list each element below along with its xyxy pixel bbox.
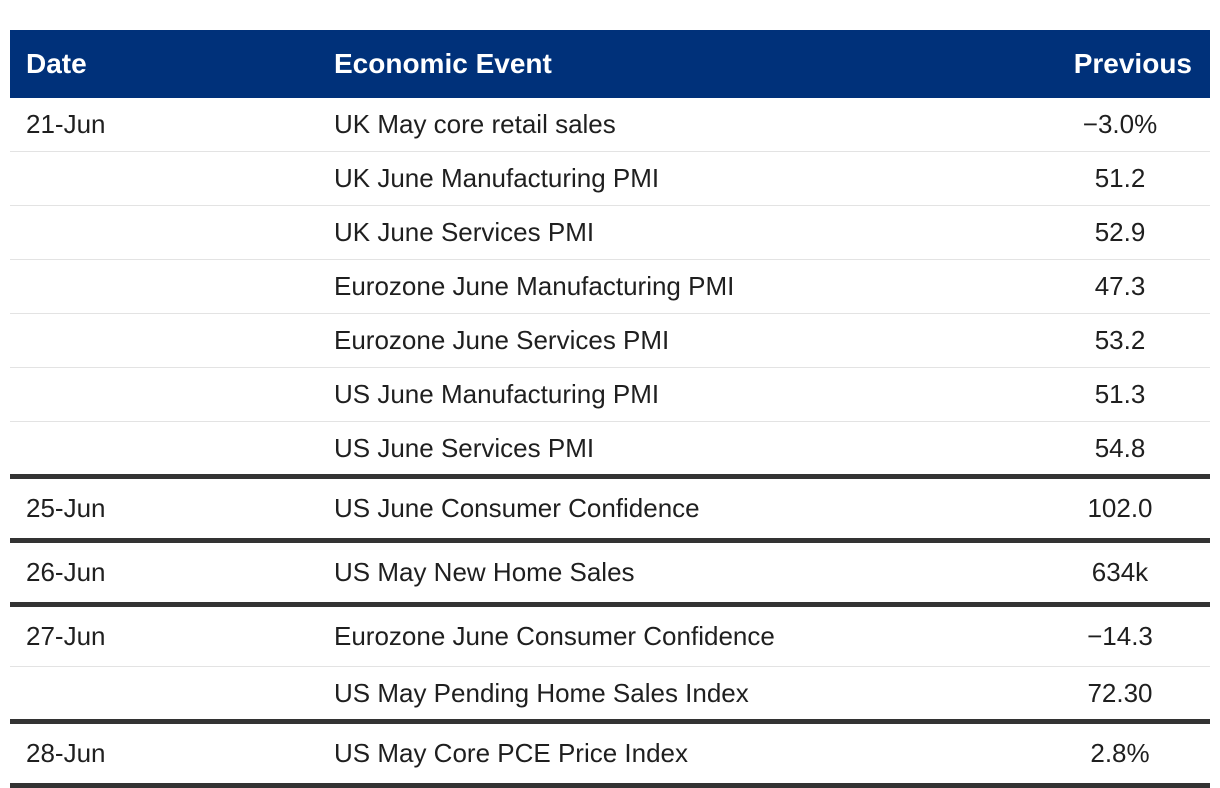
previous-cell: −14.3: [1050, 604, 1210, 667]
previous-cell: 102.0: [1050, 476, 1210, 543]
table-row: 27-Jun Eurozone June Consumer Confidence…: [10, 604, 1210, 667]
previous-cell: 51.2: [1050, 151, 1210, 206]
date-cell: 25-Jun: [10, 476, 318, 543]
economic-calendar: Date Economic Event Previous 21-Jun UK M…: [10, 30, 1210, 788]
table-row: Eurozone June Manufacturing PMI 47.3: [10, 259, 1210, 314]
previous-cell: −3.0%: [1050, 98, 1210, 152]
economic-events-table: Date Economic Event Previous 21-Jun UK M…: [10, 30, 1210, 788]
table-row: US June Manufacturing PMI 51.3: [10, 367, 1210, 422]
previous-cell: 52.9: [1050, 205, 1210, 260]
event-cell: US May New Home Sales: [318, 540, 1050, 607]
table-body: 21-Jun UK May core retail sales −3.0% UK…: [10, 98, 1210, 788]
table-row: UK June Services PMI 52.9: [10, 205, 1210, 260]
table-row: 25-Jun US June Consumer Confidence 102.0: [10, 476, 1210, 543]
event-cell: Eurozone June Consumer Confidence: [318, 604, 1050, 667]
previous-cell: 634k: [1050, 540, 1210, 607]
previous-cell: 54.8: [1050, 421, 1210, 479]
date-cell: [10, 666, 318, 724]
table-row: Eurozone June Services PMI 53.2: [10, 313, 1210, 368]
date-cell: [10, 259, 318, 314]
header-row: Date Economic Event Previous: [10, 30, 1210, 98]
table-row: 21-Jun UK May core retail sales −3.0%: [10, 98, 1210, 152]
date-cell: 21-Jun: [10, 98, 318, 152]
event-cell: US June Services PMI: [318, 421, 1050, 479]
table-row: US May Pending Home Sales Index 72.30: [10, 666, 1210, 724]
header-economic-event: Economic Event: [334, 48, 552, 79]
date-cell: [10, 421, 318, 479]
date-cell: [10, 151, 318, 206]
event-cell: UK June Services PMI: [318, 205, 1050, 260]
event-cell: UK June Manufacturing PMI: [318, 151, 1050, 206]
event-cell: US June Consumer Confidence: [318, 476, 1050, 543]
date-cell: 27-Jun: [10, 604, 318, 667]
event-cell: US May Core PCE Price Index: [318, 721, 1050, 788]
previous-cell: 47.3: [1050, 259, 1210, 314]
event-cell: Eurozone June Services PMI: [318, 313, 1050, 368]
event-cell: US May Pending Home Sales Index: [318, 666, 1050, 724]
event-cell: US June Manufacturing PMI: [318, 367, 1050, 422]
date-cell: [10, 367, 318, 422]
previous-cell: 2.8%: [1050, 721, 1210, 788]
table-row: UK June Manufacturing PMI 51.2: [10, 151, 1210, 206]
date-cell: [10, 313, 318, 368]
date-cell: [10, 205, 318, 260]
event-cell: UK May core retail sales: [318, 98, 1050, 152]
header-date: Date: [26, 48, 87, 79]
header-previous: Previous: [1073, 48, 1192, 79]
date-cell: 26-Jun: [10, 540, 318, 607]
event-cell: Eurozone June Manufacturing PMI: [318, 259, 1050, 314]
table-row: US June Services PMI 54.8: [10, 421, 1210, 479]
table-row: 28-Jun US May Core PCE Price Index 2.8%: [10, 721, 1210, 788]
table-row: 26-Jun US May New Home Sales 634k: [10, 540, 1210, 607]
previous-cell: 51.3: [1050, 367, 1210, 422]
table-header: Date Economic Event Previous: [10, 30, 1210, 98]
date-cell: 28-Jun: [10, 721, 318, 788]
previous-cell: 72.30: [1050, 666, 1210, 724]
previous-cell: 53.2: [1050, 313, 1210, 368]
